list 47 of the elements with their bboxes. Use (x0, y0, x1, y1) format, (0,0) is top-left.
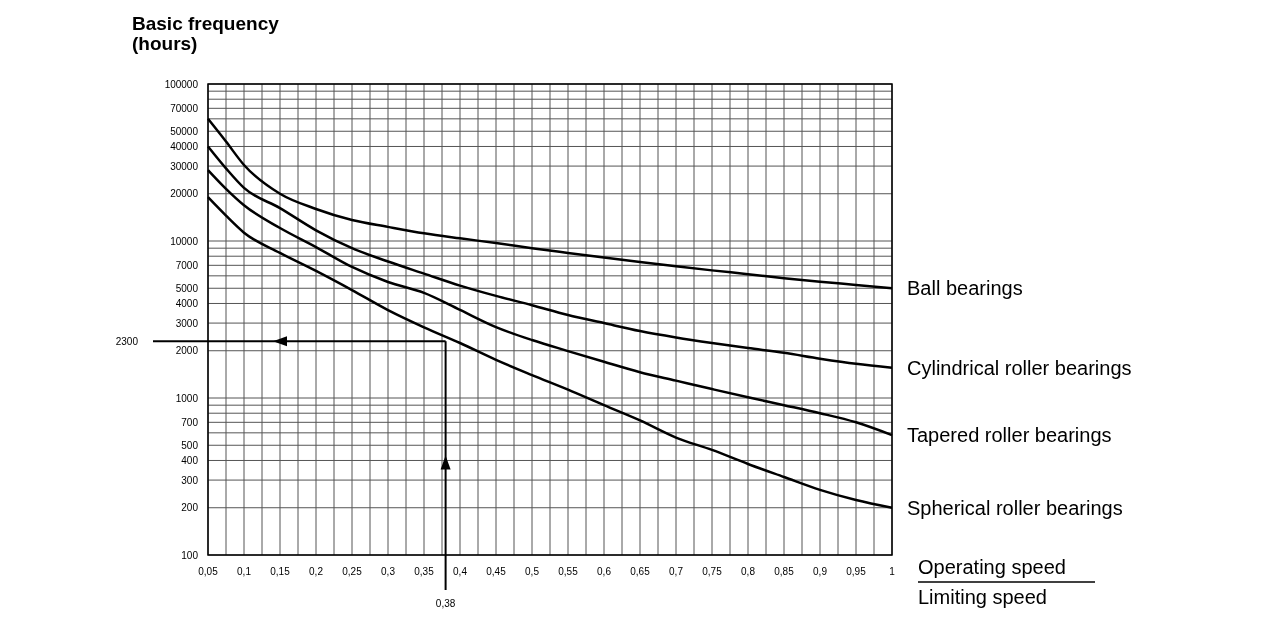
series-label: Ball bearings (907, 277, 1023, 300)
x-tick-label: 0,45 (486, 566, 507, 577)
series-label: Tapered roller bearings (907, 424, 1112, 447)
x-tick-label: 0,5 (525, 566, 540, 577)
y-tick-label: 500 (181, 439, 199, 451)
x-tick-label: 0,3 (381, 566, 396, 577)
ref-line-label: 2300 (115, 335, 139, 347)
x-tick-label: 0,55 (558, 566, 579, 577)
x-tick-label: 0,1 (237, 566, 252, 577)
x-tick-label: 0,95 (846, 566, 867, 577)
y-tick-label: 2000 (175, 345, 199, 357)
x-tick-label: 1 (889, 566, 896, 577)
y-tick-label: 700 (181, 416, 199, 428)
y-tick-label: 7000 (175, 259, 199, 271)
x-axis-title: Operating speed Limiting speed (918, 556, 1066, 608)
x-tick-label: 0,05 (198, 566, 219, 577)
x-tick-label: 0,65 (630, 566, 651, 577)
y-tick-label: 30000 (170, 160, 199, 172)
x-tick-label: 0,35 (414, 566, 435, 577)
series-label: Spherical roller bearings (907, 496, 1123, 519)
y-tick-label: 100 (181, 549, 199, 561)
y-tick-label: 5000 (175, 282, 199, 294)
x-tick-label: 0,9 (813, 566, 828, 577)
x-tick-label: 0,75 (702, 566, 723, 577)
x-tick-label: 0,85 (774, 566, 795, 577)
x-tick-label: 0,8 (741, 566, 756, 577)
x-tick-label: 0,25 (342, 566, 363, 577)
x-tick-label: 0,2 (309, 566, 324, 577)
y-tick-label: 1000 (175, 392, 199, 404)
series-label: Cylindrical roller bearings (907, 356, 1132, 379)
y-tick-label: 10000 (170, 235, 199, 247)
y-tick-label: 300 (181, 474, 199, 486)
y-axis-title: Basic frequency (hours) (132, 13, 280, 54)
y-tick-label: 200 (181, 502, 199, 514)
ref-line-label: 0,38 (435, 598, 456, 609)
y-tick-label: 4000 (175, 297, 199, 309)
x-tick-label: 0,6 (597, 566, 612, 577)
y-tick-label: 3000 (175, 317, 199, 329)
x-tick-label: 0,4 (453, 566, 468, 577)
y-tick-label: 40000 (170, 140, 199, 152)
y-tick-label: 50000 (170, 125, 199, 137)
y-tick-label: 100000 (164, 78, 199, 90)
x-tick-label: 0,15 (270, 566, 291, 577)
y-tick-label: 20000 (170, 188, 199, 200)
x-tick-label: 0,7 (669, 566, 684, 577)
y-tick-label: 400 (181, 454, 199, 466)
y-tick-label: 70000 (170, 102, 199, 114)
